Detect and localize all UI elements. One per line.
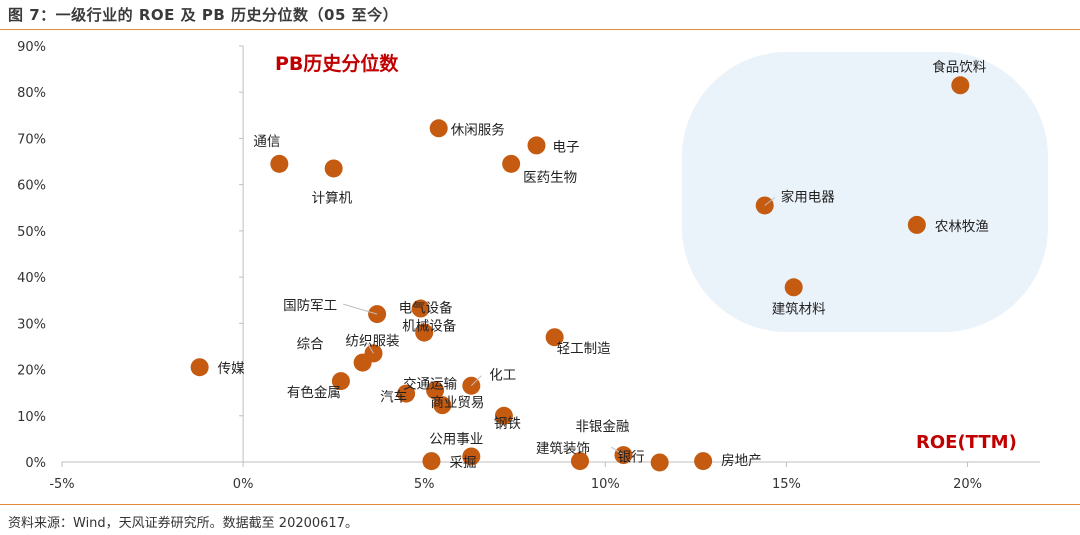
point-label: 农林牧渔 [935, 219, 989, 235]
point-label: 钢铁 [494, 416, 521, 432]
axes: -5% 0% 5% 10% 15% 20%0%10%20%30%40%50%60%70%8… [17, 40, 1040, 492]
x-tick-label: 5% [414, 477, 435, 492]
data-point [397, 384, 416, 403]
data-point [694, 452, 713, 471]
bottom-rule [0, 504, 1080, 505]
data-point [422, 452, 441, 471]
point-label: 机械设备 [402, 318, 456, 335]
point-label: 房地产 [721, 453, 762, 469]
point-label: 非银金融 [575, 419, 629, 435]
point-label: 综合 [297, 337, 324, 353]
y-tick-label: 50% [17, 225, 46, 240]
data-point [353, 353, 372, 372]
highlight-region [682, 52, 1048, 332]
x-tick-label: 10% [591, 477, 620, 492]
point-label: 采掘 [449, 455, 476, 471]
point-label: 家用电器 [781, 188, 835, 205]
data-point [190, 358, 209, 377]
point-label: 休闲服务 [451, 122, 505, 138]
scatter-chart: -5% 0% 5% 10% 15% 20%0%10%20%30%40%50%60%70%8… [17, 40, 1048, 492]
point-label: 化工 [489, 368, 516, 384]
point-label: 公用事业 [429, 431, 483, 447]
point-label: 电气设备 [399, 300, 453, 317]
point-label: 传媒 [218, 361, 245, 377]
point-label: 计算机 [312, 190, 353, 206]
x-tick-label: 0% [233, 477, 254, 492]
x-annotation: ROE(TTM) [916, 432, 1017, 453]
y-tick-label: 80% [17, 86, 46, 101]
data-point [415, 323, 434, 342]
data-point [784, 278, 803, 297]
data-point [527, 136, 546, 155]
point-label: 国防军工 [283, 298, 337, 314]
point-label: 电子 [553, 139, 580, 155]
top-rule [0, 29, 1080, 30]
y-tick-label: 0% [25, 456, 46, 471]
point-label: 轻工制造 [557, 341, 611, 357]
point-label: 医药生物 [523, 170, 577, 186]
data-point [462, 447, 481, 466]
data-point [270, 154, 289, 173]
x-tick-label: -5% [49, 477, 74, 492]
data-point [502, 154, 521, 173]
point-label: 食品饮料 [932, 58, 986, 75]
x-tick-label: 20% [953, 477, 982, 492]
data-point [570, 452, 589, 471]
point-label: 银行 [618, 449, 645, 465]
data-point [494, 406, 513, 425]
y-annotation: PB历史分位数 [275, 52, 399, 75]
point-label: 纺织服装 [346, 333, 400, 349]
data-point [324, 159, 343, 178]
background-layer [682, 52, 1048, 332]
x-tick-label: 15% [772, 477, 801, 492]
point-label: 商业贸易 [430, 395, 484, 411]
y-tick-label: 90% [17, 40, 46, 55]
leader-line [367, 343, 374, 354]
data-point [650, 453, 669, 472]
y-tick-label: 70% [17, 132, 46, 147]
leader-line [611, 446, 624, 456]
point-label: 建筑材料 [772, 301, 826, 317]
figure-title: 图 7：一级行业的 ROE 及 PB 历史分位数（05 至今） [8, 6, 399, 24]
point-label: 交通运输 [403, 375, 457, 392]
y-tick-label: 30% [17, 317, 46, 332]
source-note: 资料来源：Wind，天风证券研究所。数据截至 20200617。 [8, 516, 358, 531]
data-point [331, 372, 350, 391]
point-label: 汽车 [380, 389, 407, 406]
point-label: 通信 [253, 134, 280, 150]
data-point [411, 299, 430, 318]
leader-line [764, 197, 776, 206]
y-tick-label: 10% [17, 410, 46, 425]
data-point [429, 119, 448, 138]
data-point [951, 76, 970, 95]
point-label: 建筑装饰 [536, 441, 590, 457]
data-point [907, 215, 926, 234]
data-point [426, 381, 445, 400]
leader-line [470, 375, 482, 387]
leader-line [342, 303, 378, 315]
data-point [545, 328, 564, 347]
y-tick-label: 40% [17, 271, 46, 286]
data-point [433, 396, 452, 415]
y-tick-label: 20% [17, 364, 46, 379]
y-tick-label: 60% [17, 179, 46, 194]
point-label: 有色金属 [287, 384, 341, 401]
